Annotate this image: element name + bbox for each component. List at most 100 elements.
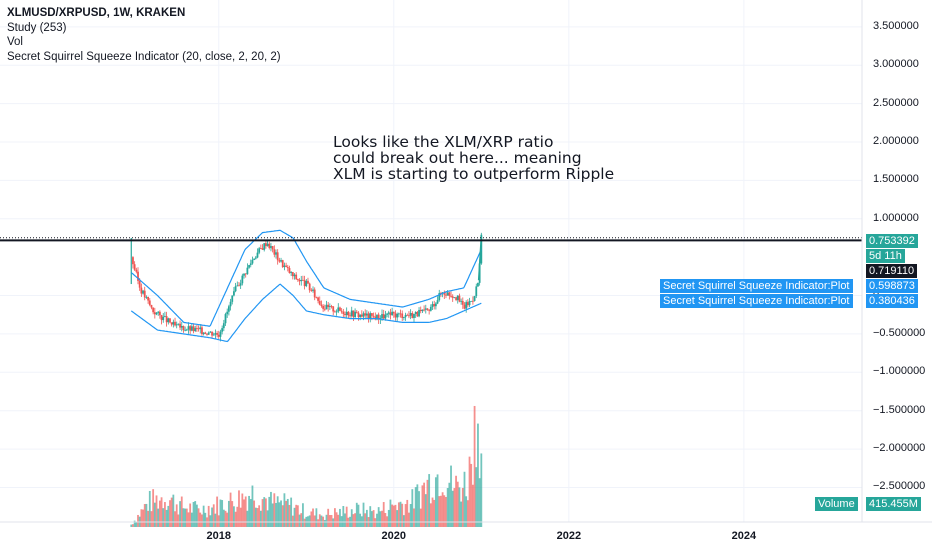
- candle-body: [335, 311, 338, 313]
- symbol-title[interactable]: XLMUSD/XRPUSD, 1W, KRAKEN: [7, 7, 186, 19]
- volume-bar: [394, 504, 397, 527]
- x-tick-label: 2018: [206, 530, 232, 542]
- candle-body: [164, 316, 166, 317]
- volume-bar: [421, 485, 424, 527]
- candle-body: [244, 273, 247, 275]
- volume-bar: [318, 514, 321, 527]
- candle-body: [317, 297, 319, 301]
- volume-bar: [453, 488, 456, 527]
- candle-body: [365, 313, 368, 316]
- volume-bar: [335, 512, 338, 527]
- candle-body: [334, 311, 336, 313]
- volume-bar: [295, 504, 298, 527]
- volume-bar: [243, 499, 245, 527]
- candle-body: [325, 304, 328, 310]
- volume-bar: [461, 487, 464, 527]
- volume-bar: [409, 504, 412, 527]
- candle-body: [364, 313, 367, 316]
- candle-body: [216, 333, 218, 335]
- candle-body: [450, 295, 452, 297]
- candle-body: [369, 313, 372, 319]
- volume-bar: [423, 482, 425, 527]
- volume-bar: [413, 508, 415, 527]
- candle-body: [135, 269, 138, 272]
- candle-body: [158, 311, 161, 316]
- candle-body: [233, 291, 235, 296]
- indicator-label[interactable]: Secret Squirrel Squeeze Indicator (20, c…: [7, 50, 281, 63]
- candle-body: [401, 313, 404, 319]
- candle-body: [172, 321, 175, 325]
- annotation-line-2: could break out here... meaning: [333, 149, 582, 167]
- candle-body: [347, 311, 350, 316]
- volume-bar: [350, 509, 353, 527]
- candle-body: [315, 297, 318, 299]
- candle-body: [201, 327, 203, 335]
- candle-body: [426, 308, 429, 310]
- candle-body: [281, 260, 284, 267]
- candle-body: [433, 304, 436, 307]
- volume-value-tag: 415.455M: [866, 497, 921, 511]
- volume-bar: [352, 514, 355, 527]
- x-tick-label: 2024: [731, 530, 757, 542]
- volume-bar: [175, 504, 178, 527]
- candle-body: [466, 302, 469, 306]
- volume-bar: [182, 508, 185, 527]
- volume-bar: [359, 513, 362, 527]
- volume-bar: [221, 500, 224, 527]
- volume-bar: [458, 487, 461, 527]
- study-label[interactable]: Study (253): [7, 21, 67, 34]
- candle-body: [313, 289, 316, 298]
- volume-label-tag: Volume: [815, 497, 858, 511]
- volume-bar: [201, 514, 203, 527]
- candle-body: [157, 311, 160, 313]
- candle-body: [451, 296, 454, 298]
- volume-bar: [296, 505, 299, 527]
- level-tag: 0.719110: [866, 264, 918, 278]
- volume-bars: [130, 405, 483, 527]
- volume-bar: [396, 510, 399, 527]
- grid-lines: [0, 0, 862, 522]
- volume-bar: [275, 502, 277, 527]
- chart-annotation[interactable]: Looks like the XLM/XRP ratio could break…: [333, 134, 614, 182]
- volume-bar: [440, 495, 442, 527]
- candle-body: [268, 243, 271, 248]
- volume-bar: [248, 495, 250, 527]
- candle-body: [323, 308, 326, 310]
- plot2-label-tag: Secret Squirrel Squeeze Indicator:Plot: [660, 294, 853, 308]
- volume-bar: [308, 515, 311, 527]
- volume-bar: [265, 498, 267, 527]
- annotation-line-3: XLM is starting to outperform Ripple: [333, 165, 615, 183]
- candle-body: [406, 314, 409, 316]
- candle-body: [293, 274, 296, 277]
- volume-bar: [382, 502, 385, 527]
- volume-bar: [179, 501, 181, 527]
- volume-bar: [300, 513, 303, 527]
- vol-label[interactable]: Vol: [7, 36, 23, 48]
- volume-bar: [256, 508, 259, 527]
- volume-bar: [207, 505, 210, 527]
- y-tick-label: 2.500000: [873, 96, 919, 109]
- volume-bar: [157, 508, 160, 527]
- candle-body: [137, 271, 139, 281]
- candle-body: [396, 313, 399, 318]
- candle-body: [460, 300, 463, 302]
- volume-bar: [460, 501, 463, 527]
- candle-body: [263, 243, 266, 250]
- candle-body: [455, 297, 457, 300]
- volume-bar: [236, 506, 239, 527]
- candle-body: [345, 311, 348, 316]
- horizontal-levels: [0, 237, 862, 242]
- volume-bar: [258, 505, 261, 527]
- volume-bar: [143, 504, 146, 527]
- x-tick-label: 2022: [556, 530, 582, 542]
- last-price-tag: 0.753392: [866, 234, 918, 248]
- candle-body: [142, 290, 144, 294]
- candle-body: [280, 260, 282, 262]
- volume-bar: [222, 509, 225, 527]
- candle-body: [270, 246, 272, 248]
- candle-body: [249, 263, 252, 266]
- candle-body: [295, 274, 298, 280]
- volume-bar: [354, 513, 356, 527]
- volume-bar: [315, 508, 318, 527]
